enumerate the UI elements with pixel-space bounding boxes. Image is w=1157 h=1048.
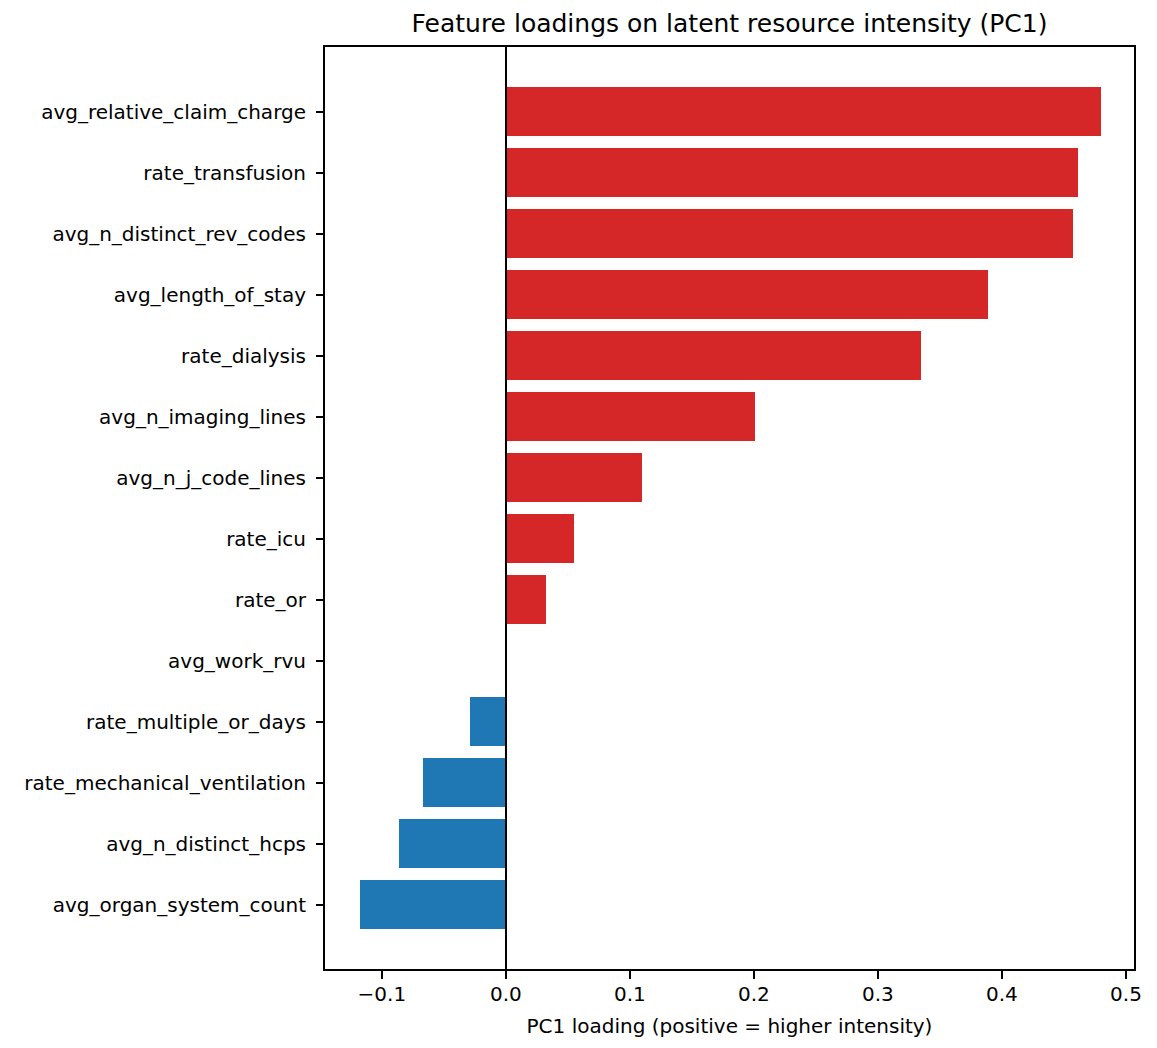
y-tick-label-rate_dialysis: rate_dialysis bbox=[0, 344, 306, 368]
axis-spine-left bbox=[323, 45, 325, 971]
plot-area bbox=[323, 45, 1136, 971]
x-tick-label-0.3: 0.3 bbox=[833, 982, 923, 1006]
y-tick-mark bbox=[316, 538, 323, 540]
bar-rate_multiple_or_days bbox=[470, 697, 506, 746]
y-tick-mark bbox=[316, 843, 323, 845]
y-tick-mark bbox=[316, 111, 323, 113]
x-tick-mark bbox=[381, 971, 383, 979]
x-tick-mark bbox=[753, 971, 755, 979]
bar-avg_organ_system_count bbox=[360, 880, 506, 929]
x-tick-label-0.1: 0.1 bbox=[585, 982, 675, 1006]
y-tick-mark bbox=[316, 782, 323, 784]
x-tick-mark bbox=[877, 971, 879, 979]
x-tick-mark bbox=[1001, 971, 1003, 979]
y-tick-label-avg_n_distinct_hcps: avg_n_distinct_hcps bbox=[0, 832, 306, 856]
x-tick-mark bbox=[629, 971, 631, 979]
y-tick-mark bbox=[316, 599, 323, 601]
y-tick-mark bbox=[316, 294, 323, 296]
bar-rate_transfusion bbox=[506, 148, 1078, 197]
bar-avg_relative_claim_charge bbox=[506, 87, 1101, 136]
x-tick-mark bbox=[1125, 971, 1127, 979]
bar-avg_n_distinct_hcps bbox=[399, 819, 506, 868]
x-tick-label-−0.1: −0.1 bbox=[337, 982, 427, 1006]
bar-rate_mechanical_ventilation bbox=[423, 758, 506, 807]
y-tick-label-avg_relative_claim_charge: avg_relative_claim_charge bbox=[0, 100, 306, 124]
y-tick-mark bbox=[316, 233, 323, 235]
y-tick-label-avg_organ_system_count: avg_organ_system_count bbox=[0, 893, 306, 917]
axis-spine-top bbox=[323, 45, 1136, 47]
y-tick-label-rate_icu: rate_icu bbox=[0, 527, 306, 551]
y-tick-label-avg_n_distinct_rev_codes: avg_n_distinct_rev_codes bbox=[0, 222, 306, 246]
bar-rate_icu bbox=[506, 514, 574, 563]
zero-axis-line bbox=[505, 45, 507, 971]
y-tick-label-rate_multiple_or_days: rate_multiple_or_days bbox=[0, 710, 306, 734]
y-tick-mark bbox=[316, 721, 323, 723]
y-tick-mark bbox=[316, 172, 323, 174]
x-tick-label-0.0: 0.0 bbox=[461, 982, 551, 1006]
x-tick-label-0.4: 0.4 bbox=[957, 982, 1047, 1006]
x-axis-label: PC1 loading (positive = higher intensity… bbox=[323, 1014, 1136, 1039]
y-tick-mark bbox=[316, 660, 323, 662]
y-tick-label-avg_n_j_code_lines: avg_n_j_code_lines bbox=[0, 466, 306, 490]
y-tick-label-rate_or: rate_or bbox=[0, 588, 306, 612]
x-tick-label-0.5: 0.5 bbox=[1081, 982, 1157, 1006]
bar-rate_dialysis bbox=[506, 331, 921, 380]
axis-spine-bottom bbox=[323, 969, 1136, 971]
y-tick-label-rate_mechanical_ventilation: rate_mechanical_ventilation bbox=[0, 771, 306, 795]
y-tick-label-rate_transfusion: rate_transfusion bbox=[0, 161, 306, 185]
bar-avg_n_imaging_lines bbox=[506, 392, 755, 441]
bar-avg_n_j_code_lines bbox=[506, 453, 642, 502]
y-tick-label-avg_work_rvu: avg_work_rvu bbox=[0, 649, 306, 673]
bar-avg_length_of_stay bbox=[506, 270, 988, 319]
y-tick-mark bbox=[316, 477, 323, 479]
y-tick-mark bbox=[316, 904, 323, 906]
chart-title: Feature loadings on latent resource inte… bbox=[323, 9, 1136, 39]
y-tick-label-avg_length_of_stay: avg_length_of_stay bbox=[0, 283, 306, 307]
x-tick-label-0.2: 0.2 bbox=[709, 982, 799, 1006]
chart-figure: Feature loadings on latent resource inte… bbox=[0, 0, 1157, 1048]
y-tick-mark bbox=[316, 416, 323, 418]
y-tick-mark bbox=[316, 355, 323, 357]
x-tick-mark bbox=[505, 971, 507, 979]
axis-spine-right bbox=[1134, 45, 1136, 971]
y-tick-label-avg_n_imaging_lines: avg_n_imaging_lines bbox=[0, 405, 306, 429]
bar-avg_n_distinct_rev_codes bbox=[506, 209, 1073, 258]
bar-rate_or bbox=[506, 575, 546, 624]
